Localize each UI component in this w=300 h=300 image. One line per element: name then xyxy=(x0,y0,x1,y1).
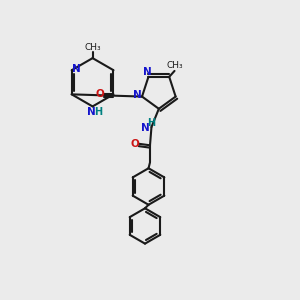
Text: H: H xyxy=(94,107,102,117)
Text: CH₃: CH₃ xyxy=(166,61,183,70)
Text: N: N xyxy=(72,64,81,74)
Text: O: O xyxy=(131,139,140,149)
Text: CH₃: CH₃ xyxy=(84,43,101,52)
Text: H: H xyxy=(147,118,155,128)
Text: N: N xyxy=(142,67,152,77)
Text: N: N xyxy=(141,123,150,133)
Text: N: N xyxy=(133,90,141,100)
Text: N: N xyxy=(87,107,96,117)
Text: O: O xyxy=(96,89,104,99)
